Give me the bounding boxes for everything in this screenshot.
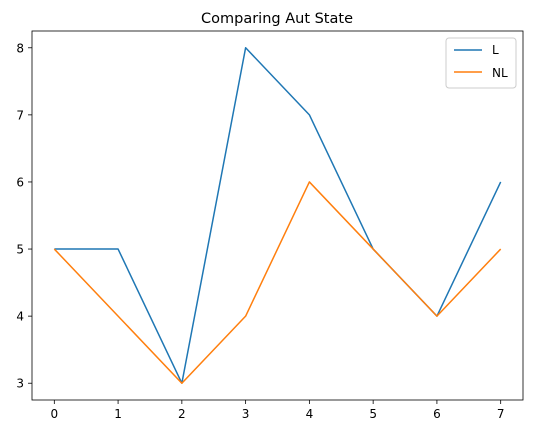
x-axis: 0 1 2 3 4 5 6 7 (50, 400, 505, 421)
y-tick-label: 4 (16, 310, 24, 324)
x-tick-label: 6 (433, 407, 441, 421)
x-tick-label: 1 (114, 407, 122, 421)
series-line-l (54, 47, 502, 384)
legend-frame (445, 37, 517, 89)
y-axis: 3 4 5 6 7 8 (16, 41, 32, 391)
legend: L NL (445, 37, 517, 89)
x-tick-label: 3 (242, 407, 250, 421)
legend-label-nl: NL (492, 66, 508, 80)
y-tick-label: 7 (16, 108, 24, 122)
chart-title: Comparing Aut State (201, 11, 353, 27)
y-tick-label: 8 (16, 41, 24, 55)
x-tick-label: 0 (50, 407, 58, 421)
y-tick-label: 6 (16, 175, 24, 189)
plot-frame (31, 30, 524, 401)
x-tick-label: 5 (369, 407, 377, 421)
series-lines (53, 47, 502, 384)
x-tick-label: 2 (178, 407, 186, 421)
x-tick-label: 4 (306, 407, 314, 421)
y-tick-label: 3 (16, 377, 24, 391)
series-line-nl (53, 181, 502, 384)
y-tick-label: 5 (16, 243, 24, 257)
legend-label-l: L (492, 43, 499, 57)
x-tick-label: 7 (497, 407, 505, 421)
